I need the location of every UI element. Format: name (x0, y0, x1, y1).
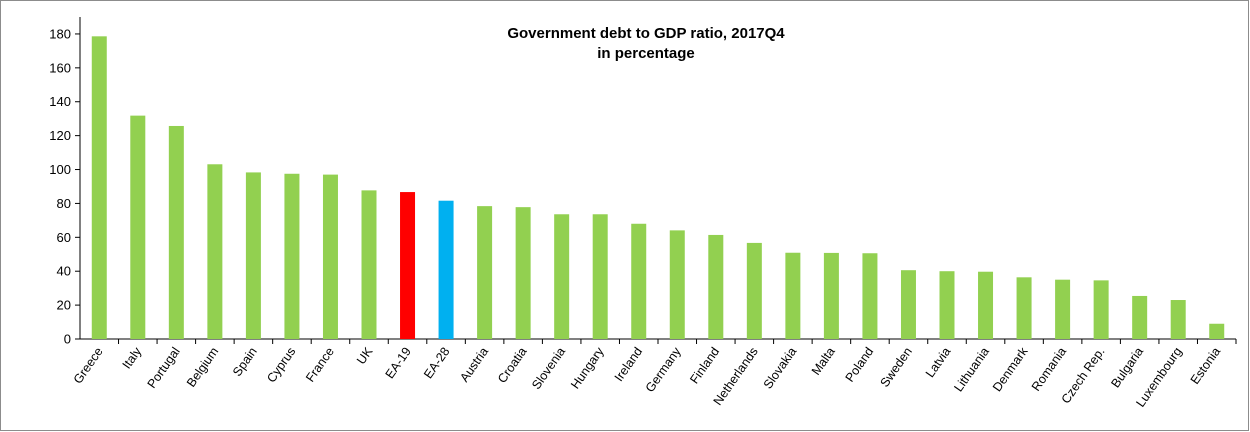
x-tick-label: Bulgaria (1108, 345, 1146, 391)
bar (400, 192, 416, 339)
y-tick-label: 20 (57, 298, 71, 313)
bar (361, 190, 377, 339)
bar (245, 172, 261, 339)
bar (631, 223, 647, 339)
x-tick-label: Cyprus (264, 345, 298, 385)
x-tick-label: France (303, 345, 337, 385)
y-tick-label: 120 (49, 128, 71, 143)
y-tick-label: 60 (57, 230, 71, 245)
bar (284, 173, 300, 339)
x-tick-label: Sweden (878, 345, 915, 390)
chart-title: Government debt to GDP ratio, 2017Q4 (507, 25, 785, 42)
bar (669, 230, 685, 339)
y-tick-label: 80 (57, 196, 71, 211)
bar (1016, 277, 1032, 339)
y-tick-label: 0 (64, 332, 71, 347)
x-tick-label: Hungary (568, 344, 607, 391)
x-tick-label: Italy (120, 344, 145, 371)
axes (75, 17, 1237, 344)
x-tick-label: Ireland (612, 345, 645, 384)
bar (1055, 279, 1071, 339)
bar (477, 206, 493, 339)
x-tick-label: Belgium (184, 345, 221, 390)
y-tick-label: 40 (57, 264, 71, 279)
chart-subtitle: in percentage (597, 45, 695, 62)
y-tick-label: 180 (49, 26, 71, 41)
y-tick-labels: 0 20 40 60 80 100 120 140 160 180 (49, 26, 71, 346)
x-tick-label: Romania (1029, 345, 1069, 394)
x-tick-label: Denmark (990, 344, 1031, 394)
bars (91, 36, 1225, 339)
x-tick-label: Greece (71, 345, 106, 387)
y-tick-label: 140 (49, 94, 71, 109)
x-tick-label: Estonia (1188, 345, 1223, 387)
bar (823, 252, 839, 339)
x-tick-label: Lithuania (951, 345, 992, 395)
bar (978, 271, 994, 339)
x-tick-labels: Greece Italy Portugal Belgium Spain Cyprus Fra… (71, 344, 1223, 410)
bar (1209, 323, 1225, 339)
bar (515, 207, 531, 339)
y-tick-label: 160 (49, 60, 71, 75)
x-tick-label: Austria (457, 345, 491, 385)
bar (1170, 300, 1186, 339)
x-tick-label: Croatia (495, 345, 530, 386)
x-tick-label: Slovenia (529, 345, 568, 392)
x-tick-label: Latvia (923, 345, 954, 380)
bar (708, 234, 724, 339)
bar (746, 242, 762, 339)
bar (91, 36, 107, 339)
x-tick-label: Finland (687, 345, 722, 387)
bar (900, 270, 916, 339)
x-tick-label: Malta (809, 345, 838, 378)
bar (322, 174, 338, 339)
x-tick-label: Slovakia (761, 345, 800, 392)
bar (130, 115, 146, 339)
bar (438, 200, 454, 339)
x-tick-label: UK (354, 344, 376, 367)
bar (168, 125, 184, 339)
x-tick-label: Portugal (145, 345, 183, 391)
bar (554, 214, 570, 339)
bar (785, 252, 801, 339)
bar (939, 271, 955, 339)
x-tick-label: EA-19 (383, 345, 414, 382)
bar (592, 214, 608, 339)
bar (862, 253, 878, 339)
x-tick-label: Spain (230, 345, 260, 379)
y-tick-label: 100 (49, 162, 71, 177)
bar (1093, 280, 1109, 339)
bar (207, 164, 223, 339)
bar (1132, 295, 1148, 339)
x-tick-label: Germany (643, 344, 684, 395)
x-tick-label: Poland (843, 345, 877, 385)
x-tick-label: EA-28 (421, 345, 452, 382)
